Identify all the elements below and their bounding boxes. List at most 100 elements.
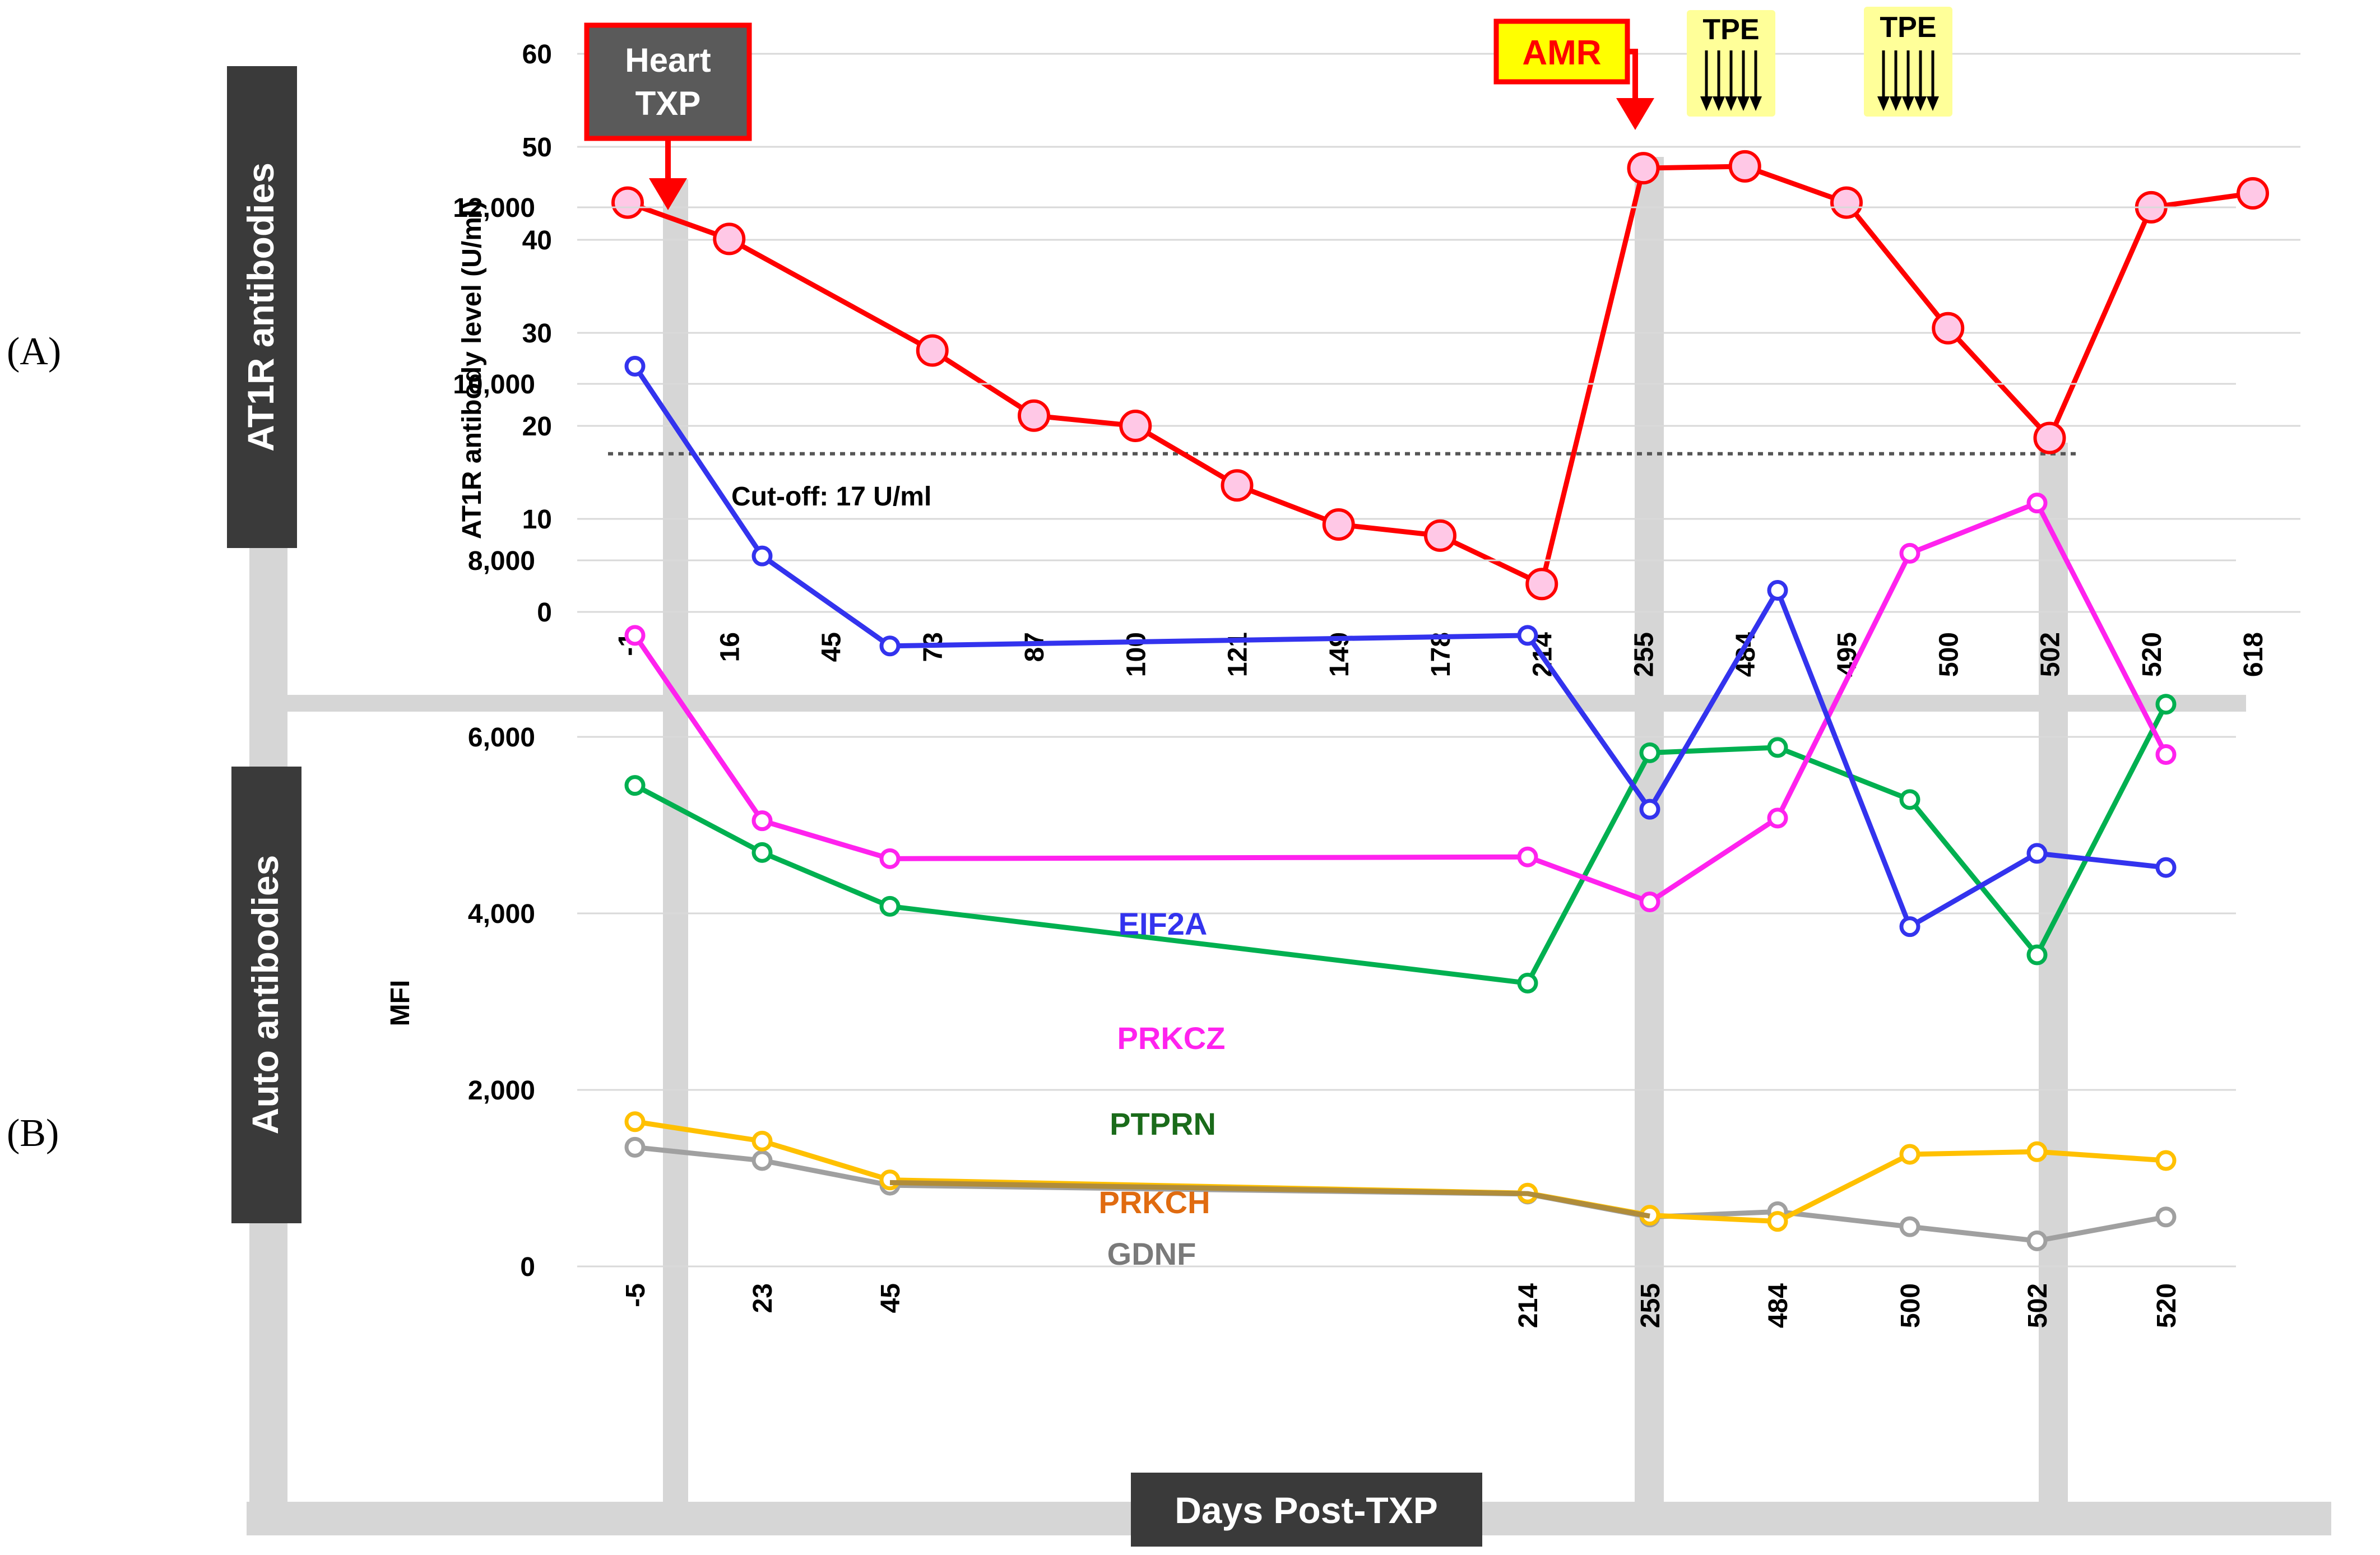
cutoff-label: Cut-off: 17 U/ml: [731, 482, 931, 512]
series-line-ptprn: [633, 703, 2169, 986]
series-line-gdnf: [634, 1144, 2166, 1243]
data-point-ptprn: [2155, 694, 2177, 715]
mfi-y-axis-title: MFI: [386, 980, 415, 1027]
data-point-ptprn: [751, 842, 773, 863]
at1r-data-point: [1728, 150, 1761, 183]
mfi-y-tick-label: 10,000: [453, 370, 535, 400]
data-point-prkch: [2026, 1141, 2048, 1162]
data-point-ptprn: [1517, 972, 1538, 994]
at1r-data-point: [1627, 152, 1660, 185]
mfi-y-tick-label: 8,000: [468, 546, 535, 576]
series-label-eif2a: EIF2A: [1119, 906, 1208, 941]
data-point-gdnf: [624, 1136, 646, 1158]
data-point-prkch: [624, 1111, 646, 1132]
at1r-x-tick-label: 502: [2036, 632, 2066, 677]
at1r-data-point: [1322, 508, 1355, 541]
tpe-2-arrows: [1877, 50, 1939, 111]
data-point-prkcz: [751, 810, 773, 832]
mfi-x-tick-label: -5: [621, 1283, 651, 1307]
tpe-2-label: TPE: [1880, 11, 1936, 44]
at1r-x-tick-label: 178: [1426, 632, 1456, 677]
panel-b-letter: (B): [7, 1112, 59, 1155]
data-point-eif2a: [1639, 799, 1660, 820]
at1r-y-tick-label: 0: [537, 598, 552, 628]
at1r-x-tick-label: 100: [1121, 632, 1151, 677]
data-point-eif2a: [624, 356, 646, 377]
series-label-prkch: PRKCH: [1098, 1185, 1210, 1220]
data-point-ptprn: [624, 775, 646, 796]
tpe-arrow-head: [1877, 96, 1890, 111]
panel-b: 0 2,000 4,000 6,000 8,000 10,000 12,000 -5 23 45 2…: [386, 193, 2236, 1328]
at1r-data-point: [611, 186, 644, 219]
band-heart-txp: [663, 179, 688, 1516]
data-point-prkcz: [879, 848, 901, 869]
tpe-arrow-head: [1927, 96, 1939, 111]
data-point-ptprn: [1899, 789, 1920, 810]
heart-txp-box: [584, 22, 752, 141]
data-point-prkcz: [1899, 542, 1920, 564]
event-bands: [663, 157, 2068, 1527]
at1r-x-tick-label: 618: [2239, 632, 2268, 677]
data-point-ptprn: [1767, 737, 1788, 758]
data-point-eif2a: [751, 545, 773, 567]
at1r-y-tick-label: 10: [522, 505, 552, 535]
at1r-data-point: [1525, 568, 1558, 601]
at1r-y-tick-label: 60: [522, 40, 552, 69]
tpe-arrow-head: [1890, 96, 1902, 111]
mfi-x-tick-label: 214: [1514, 1283, 1543, 1328]
data-point-prkch: [751, 1130, 773, 1152]
tpe-1-label: TPE: [1702, 13, 1759, 46]
data-point-prkcz: [624, 625, 646, 646]
mfi-x-tick-label: 520: [2152, 1283, 2182, 1328]
tpe-arrow-head: [1713, 96, 1725, 111]
data-point-eif2a: [1899, 916, 1920, 937]
at1r-y-tick-label: 30: [522, 319, 552, 349]
data-point-prkcz: [1639, 892, 1660, 913]
at1r-x-tick-label: 500: [1934, 632, 1964, 677]
tpe-arrow-head: [1902, 96, 1914, 111]
at1r-x-tick-label: 520: [2137, 632, 2167, 677]
at1r-data-point: [1221, 469, 1254, 502]
at1r-x-tick-label: 45: [817, 632, 847, 662]
annotations: Heart TXP AMR TPE TPE: [584, 7, 1952, 210]
heart-txp-arrow-head: [649, 178, 687, 210]
mfi-y-tick-label: 4,000: [468, 899, 535, 929]
data-point-eif2a: [2026, 843, 2048, 864]
at1r-y-tick-label: 50: [522, 133, 552, 163]
data-point-gdnf: [2026, 1230, 2048, 1251]
data-point-prkch: [879, 1169, 901, 1191]
at1r-side-label: AT1R antibodies: [240, 163, 281, 452]
mfi-x-tick-label: 502: [2023, 1283, 2053, 1328]
data-point-ptprn: [2026, 944, 2048, 966]
band-amr: [1635, 157, 1664, 1524]
amr-label: AMR: [1522, 34, 1601, 72]
at1r-y-axis-title: AT1R antibody level (U/ml): [457, 201, 487, 540]
data-point-ptprn: [1639, 742, 1660, 763]
band-502: [2039, 443, 2068, 1527]
at1r-y-tick-label: 40: [522, 226, 552, 256]
at1r-x-tick-label: 16: [715, 632, 745, 662]
at1r-y-tick-label: 20: [522, 412, 552, 442]
tpe-arrow-head: [1700, 96, 1713, 111]
at1r-data-point: [916, 334, 949, 367]
data-point-prkch: [1767, 1211, 1788, 1232]
data-point-ptprn: [879, 895, 901, 917]
data-point-prkcz: [1517, 846, 1538, 867]
tpe-1-arrows: [1700, 50, 1762, 111]
data-point-gdnf: [1899, 1216, 1920, 1237]
series-line-prkch: [634, 1119, 2166, 1224]
middle-divider-bar: [285, 695, 2246, 712]
mfi-y-tick-label: 6,000: [468, 723, 535, 753]
mfi-y-tick-label: 2,000: [468, 1076, 535, 1106]
at1r-x-tick-label: 87: [1020, 632, 1050, 662]
data-point-gdnf: [751, 1150, 773, 1171]
at1r-data-point: [2033, 421, 2066, 454]
at1r-data-point: [1119, 410, 1152, 442]
data-point-prkcz: [1767, 807, 1788, 829]
series-label-prkcz: PRKCZ: [1117, 1020, 1226, 1056]
heart-txp-line1: Heart: [625, 41, 711, 79]
auto-side-label-box: [231, 767, 301, 1223]
data-point-prkch: [1899, 1144, 1920, 1165]
